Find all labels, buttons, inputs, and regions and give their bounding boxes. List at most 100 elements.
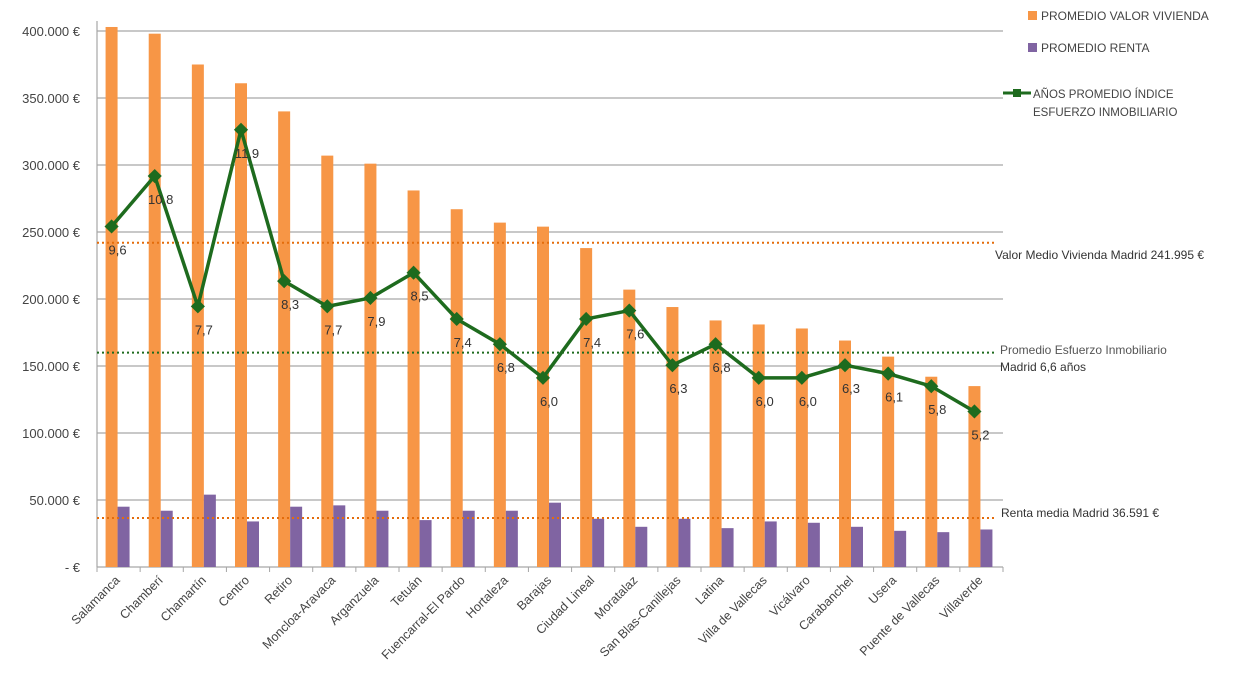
data-label-indice: 10,8: [148, 192, 173, 207]
x-tick-label: Puente de Vallecas: [857, 573, 942, 658]
line-marker: [665, 358, 680, 373]
line-marker: [794, 370, 809, 385]
y-tick-label: 50.000 €: [29, 493, 80, 508]
bar-valor-vivienda: [105, 26, 118, 568]
line-marker: [449, 311, 464, 327]
data-label-indice: 7,6: [626, 327, 644, 342]
bar-renta: [851, 526, 863, 567]
bar-renta: [290, 506, 303, 567]
bar-valor-vivienda: [925, 376, 938, 567]
line-marker: [837, 358, 853, 373]
reference-label-valor-medio: Valor Medio Vivienda Madrid 241.995 €: [995, 248, 1204, 262]
y-tick-label: 100.000 €: [22, 426, 81, 441]
bar-renta: [807, 522, 820, 567]
line-marker: [320, 299, 335, 314]
legend: PROMEDIO VALOR VIVIENDA PROMEDIO RENTA A…: [1003, 9, 1209, 119]
bar-valor-vivienda: [493, 222, 506, 567]
line-marker: [277, 274, 292, 289]
bar-renta: [419, 520, 432, 567]
bar-renta: [635, 526, 648, 567]
line-marker: [492, 337, 507, 352]
bar-valor-vivienda: [148, 33, 161, 568]
bar-renta: [203, 494, 216, 567]
data-label-indice: 6,0: [756, 394, 774, 409]
data-label-indice: 6,3: [842, 381, 860, 396]
bar-valor-vivienda: [537, 226, 549, 567]
data-label-indice: 8,5: [411, 289, 429, 304]
bar-renta: [592, 518, 605, 567]
data-label-indice: 5,2: [971, 427, 989, 442]
data-label-indice: 6,0: [799, 394, 817, 409]
reference-label-esfuerzo-1: Promedio Esfuerzo Inmobiliario: [1000, 343, 1167, 357]
line-marker: [881, 366, 896, 381]
data-label-indice: 11,9: [235, 146, 259, 161]
y-tick-label: 400.000 €: [22, 24, 81, 39]
x-tick-label: Moncloa-Aravaca: [260, 573, 339, 652]
bar-valor-vivienda: [968, 386, 981, 567]
bar-valor-vivienda: [882, 356, 895, 567]
line-marker: [924, 379, 939, 394]
bar-valor-vivienda: [278, 111, 291, 568]
x-tick-label: Latina: [693, 573, 727, 607]
y-tick-label: 250.000 €: [22, 225, 81, 240]
x-tick-label: Tetuán: [388, 573, 424, 609]
bar-renta: [894, 530, 907, 567]
data-label-indice: 8,3: [281, 297, 299, 312]
y-tick-label: 150.000 €: [22, 359, 81, 374]
x-tick-label: Villaverde: [937, 573, 986, 622]
bar-valor-vivienda: [364, 163, 377, 567]
bar-valor-vivienda: [407, 190, 420, 567]
data-label-indice: 6,1: [885, 390, 903, 405]
x-tick-label: Fuencarral-El Pardo: [379, 573, 468, 662]
bar-renta: [980, 529, 993, 567]
data-label-indice: 6,3: [669, 381, 687, 396]
bar-valor-vivienda: [580, 248, 593, 567]
bar-renta: [764, 521, 777, 567]
line-marker: [622, 303, 637, 318]
x-tick-label: Hortaleza: [463, 573, 511, 621]
x-tick-label: Retiro: [262, 573, 296, 607]
bar-renta: [247, 521, 259, 567]
line-marker: [967, 404, 982, 419]
bar-valor-vivienda: [795, 328, 808, 567]
data-label-indice: 6,0: [540, 394, 558, 409]
bar-renta: [333, 505, 346, 567]
data-label-indice: 9,6: [109, 242, 127, 257]
data-label-indice: 6,8: [497, 360, 515, 375]
bar-valor-vivienda: [839, 340, 851, 567]
bar-renta: [721, 528, 734, 567]
bar-valor-vivienda: [235, 83, 247, 567]
legend-label-renta: PROMEDIO RENTA: [1041, 41, 1149, 55]
bar-renta: [160, 510, 173, 567]
y-tick-label: 200.000 €: [22, 292, 81, 307]
data-label-indice: 7,7: [195, 322, 213, 337]
line-marker: [363, 290, 378, 306]
data-label-indice: 7,4: [583, 335, 601, 350]
bar-valor-vivienda: [709, 320, 722, 567]
reference-label-renta-media: Renta media Madrid 36.591 €: [1001, 506, 1159, 520]
reference-label-esfuerzo-2: Madrid 6,6 años: [1000, 360, 1086, 374]
line-marker: [708, 337, 723, 352]
bar-renta: [549, 502, 561, 567]
legend-swatch-renta: [1028, 43, 1037, 52]
legend-swatch-indice-marker: [1013, 89, 1021, 97]
bar-valor-vivienda: [321, 155, 334, 567]
y-tick-label: 350.000 €: [22, 91, 81, 106]
data-label-indice: 6,8: [713, 360, 731, 375]
data-label-indice: 7,9: [367, 314, 385, 329]
data-label-indice: 5,8: [928, 402, 946, 417]
x-tick-label: Usera: [866, 573, 900, 607]
legend-label-valor: PROMEDIO VALOR VIVIENDA: [1041, 9, 1209, 23]
data-label-indice: 7,7: [324, 322, 342, 337]
bar-valor-vivienda: [623, 289, 636, 567]
bar-valor-vivienda: [752, 324, 765, 567]
bar-renta: [117, 506, 130, 567]
bar-valor-vivienda: [666, 307, 679, 567]
x-tick-label: San Blas-Canillejas: [597, 573, 684, 660]
line-marker: [535, 370, 551, 385]
legend-swatch-valor: [1028, 11, 1037, 20]
bar-renta: [462, 510, 475, 567]
data-label-indice: 7,4: [454, 335, 472, 350]
x-tick-label: Salamanca: [69, 573, 123, 627]
